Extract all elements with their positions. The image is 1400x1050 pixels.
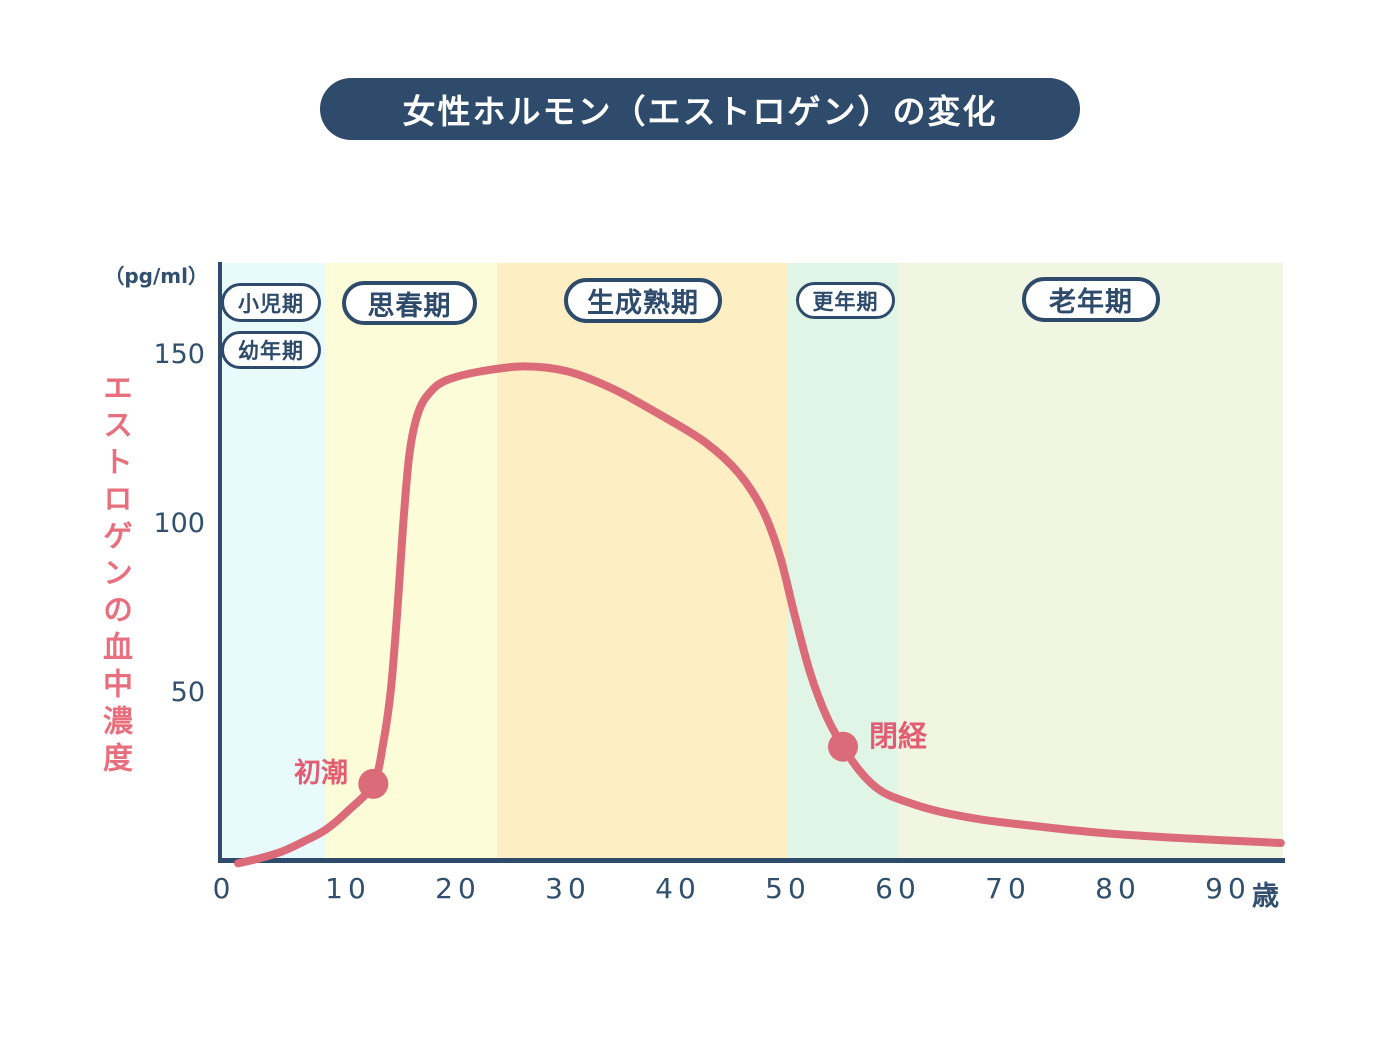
stage-band — [326, 263, 497, 858]
stage-pill-childhood: 小児期 — [221, 283, 321, 322]
x-axis-unit-label: 歳 — [1252, 881, 1279, 912]
stage-band — [898, 263, 1283, 858]
y-tick-label: 50 — [170, 677, 205, 708]
y-tick-label: 150 — [153, 339, 205, 370]
stage-pill-menopause-transition: 更年期 — [796, 282, 895, 319]
y-axis-line — [218, 262, 222, 863]
x-axis-line — [218, 858, 1285, 863]
x-tick-label: 60 — [875, 872, 921, 905]
x-tick-label: 70 — [985, 872, 1031, 905]
x-tick-label: 0 — [212, 872, 236, 905]
x-tick-label: 30 — [545, 872, 591, 905]
x-tick-label: 80 — [1095, 872, 1141, 905]
annotation-menopause: 閉経 — [869, 719, 928, 753]
x-tick-label: 20 — [435, 872, 481, 905]
stage-band — [788, 263, 898, 858]
stage-bands — [0, 263, 1400, 858]
y-axis-title: エストロゲンの血中濃度 — [97, 372, 132, 779]
x-tick-label: 50 — [765, 872, 811, 905]
x-tick-label: 10 — [325, 872, 371, 905]
stage-band — [496, 263, 788, 858]
annotation-menarche: 初潮 — [294, 758, 348, 789]
x-tick-label: 40 — [655, 872, 701, 905]
y-axis-unit-label: （pg/ml） — [104, 264, 208, 288]
y-tick-label: 100 — [153, 508, 205, 539]
stage-pill-reproductive-maturity: 生成熟期 — [564, 278, 722, 323]
page-title: 女性ホルモン（エストロゲン）の変化 — [320, 78, 1080, 140]
stage-pill-senior: 老年期 — [1022, 277, 1160, 322]
x-tick-label: 90 — [1205, 872, 1251, 905]
stage-pill-infancy: 幼年期 — [221, 331, 321, 369]
stage-pill-puberty: 思春期 — [342, 281, 477, 325]
